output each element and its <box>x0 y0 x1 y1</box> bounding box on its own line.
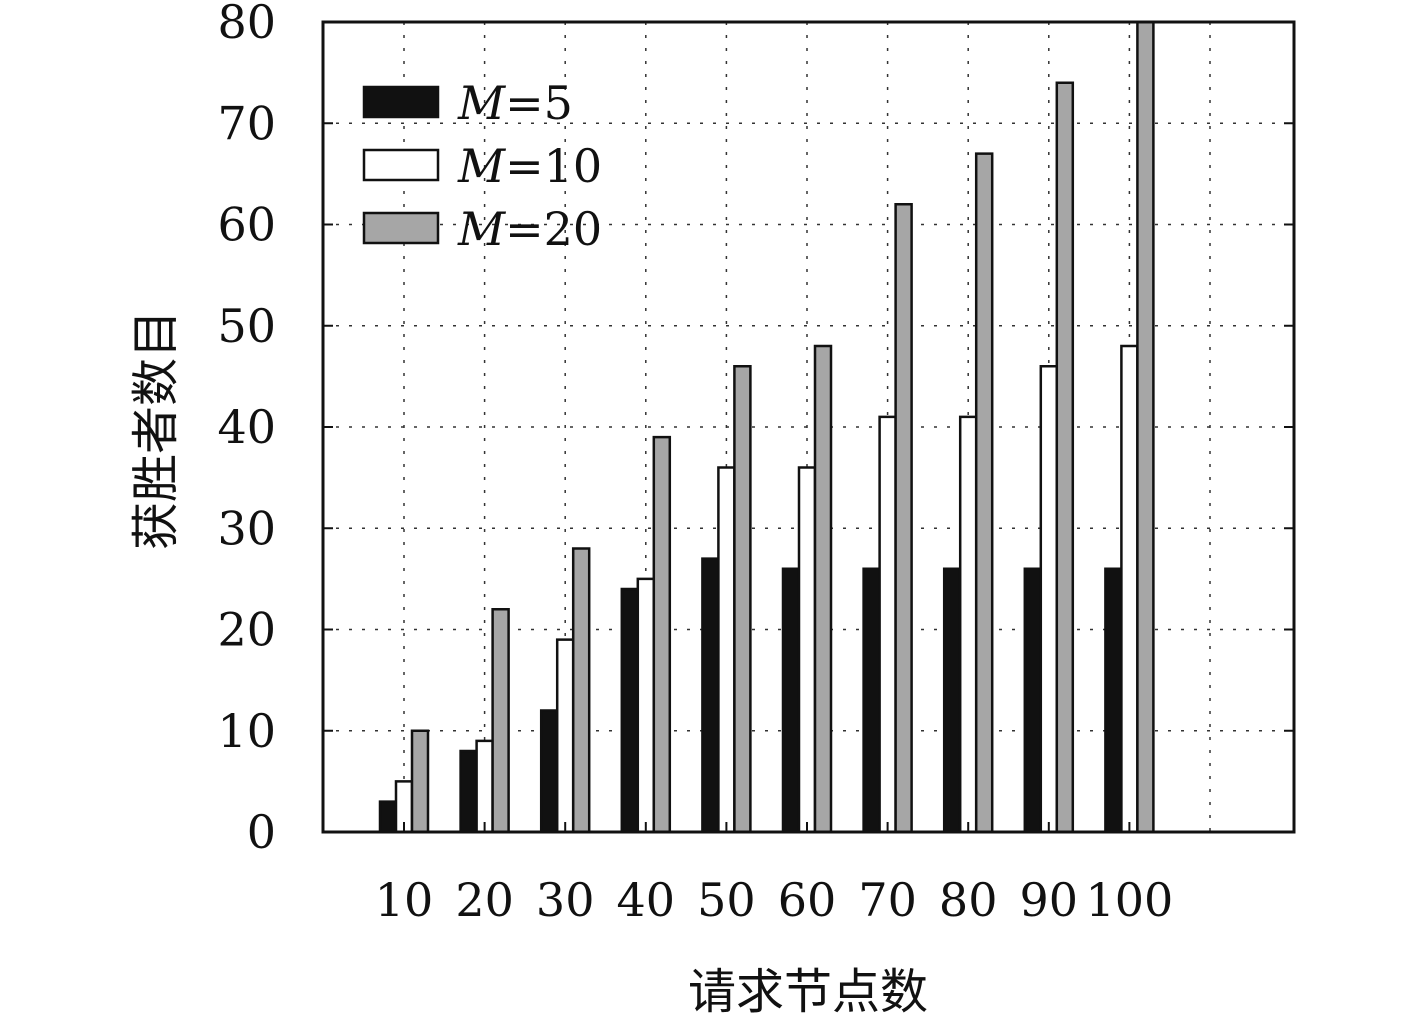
bar-M=10-50 <box>717 466 736 834</box>
y-tick-label: 60 <box>217 198 276 252</box>
bar-M=20-60 <box>813 344 833 834</box>
y-tick-label: 80 <box>217 0 276 49</box>
x-tick-label: 40 <box>617 873 676 927</box>
y-tick-label: 70 <box>217 96 276 150</box>
y-tick-label: 40 <box>217 400 276 454</box>
legend: M=5 M=10 M=20 <box>362 76 602 256</box>
legend-label: M=5 <box>457 76 573 130</box>
bar-M=5-40 <box>620 587 640 834</box>
bar-M=20-20 <box>491 608 510 834</box>
x-tick-label: 30 <box>536 873 595 927</box>
x-tick-label: 20 <box>455 873 514 927</box>
bar-M=5-30 <box>539 709 559 834</box>
y-tick-label: 20 <box>217 603 276 657</box>
x-tick-label: 100 <box>1085 873 1173 927</box>
bar-M=20-30 <box>571 547 591 834</box>
bar-M=10-20 <box>475 739 494 834</box>
x-tick-label: 10 <box>375 873 434 927</box>
legend-label: M=10 <box>457 139 602 193</box>
bar-M=5-60 <box>781 567 801 834</box>
bar-M=5-70 <box>862 567 881 834</box>
bar-M=10-70 <box>878 415 897 834</box>
bar-M=10-60 <box>797 466 817 834</box>
x-axis-ticks: 10 20 30 40 50 60 70 80 90 100 <box>375 822 1173 927</box>
bar-M=20-50 <box>733 365 752 834</box>
bars <box>378 20 1155 834</box>
y-axis-ticks: 0 10 20 30 40 50 60 70 80 <box>217 0 1294 859</box>
bar-M=5-10 <box>378 800 398 834</box>
y-tick-label: 10 <box>217 704 276 758</box>
x-tick-label: 60 <box>778 873 837 927</box>
y-tick-label: 50 <box>217 299 276 353</box>
bar-M=10-80 <box>958 415 978 834</box>
x-tick-label: 90 <box>1020 873 1079 927</box>
bar-M=5-100 <box>1104 567 1123 834</box>
x-tick-label: 50 <box>697 873 756 927</box>
bar-M=5-80 <box>942 567 962 834</box>
bar-M=10-90 <box>1039 365 1059 834</box>
bar-M=20-10 <box>410 729 430 834</box>
bar-M=20-100 <box>1136 20 1155 834</box>
x-tick-label: 80 <box>939 873 998 927</box>
legend-swatch <box>362 85 440 119</box>
legend-label: M=20 <box>457 202 602 256</box>
bar-M=20-40 <box>652 435 672 834</box>
bar-M=5-90 <box>1023 567 1043 834</box>
x-tick-label: 70 <box>858 873 917 927</box>
bar-M=5-50 <box>701 557 720 834</box>
y-tick-label: 30 <box>217 501 276 555</box>
bar-M=20-90 <box>1055 81 1075 834</box>
legend-swatch <box>362 211 440 245</box>
bar-M=20-70 <box>894 203 913 834</box>
bar-M=5-20 <box>459 749 478 834</box>
bar-M=10-40 <box>636 577 656 834</box>
legend-swatch <box>362 148 440 182</box>
y-axis-title: 获胜者数目 <box>128 310 184 550</box>
x-axis-title: 请求节点数 <box>688 964 928 1020</box>
y-tick-label: 0 <box>247 805 276 859</box>
bar-M=10-30 <box>555 638 575 834</box>
bar-M=10-100 <box>1120 344 1139 834</box>
bar-M=20-80 <box>974 152 994 834</box>
